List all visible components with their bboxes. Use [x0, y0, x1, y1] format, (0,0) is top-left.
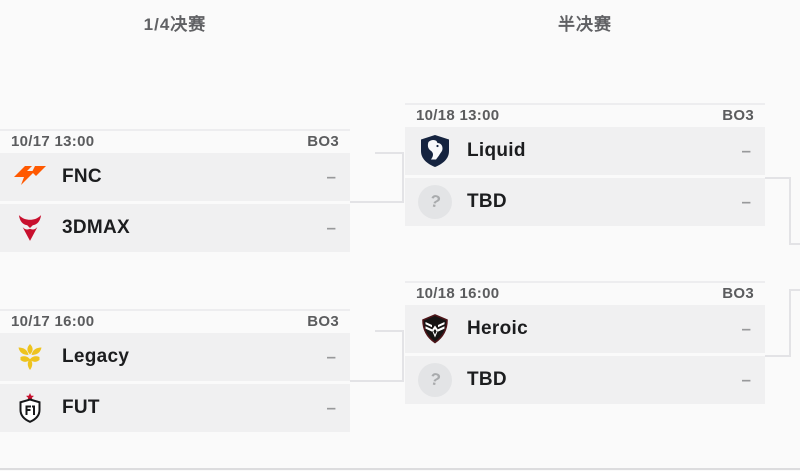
team-score: –	[326, 167, 336, 186]
match-header: 10/18 16:00 BO3	[405, 281, 765, 303]
team-name: 3DMAX	[62, 217, 131, 238]
team-score: –	[741, 141, 751, 160]
match-header: 10/17 13:00 BO3	[0, 129, 350, 151]
bracket-connector	[789, 289, 791, 357]
bracket-connector	[375, 152, 404, 154]
team-name: Liquid	[467, 140, 526, 161]
bracket-connector	[789, 177, 791, 245]
team-name: TBD	[467, 369, 507, 390]
team-row-fut[interactable]: FUT –	[0, 384, 350, 432]
team-name: Legacy	[62, 346, 130, 367]
match-format: BO3	[722, 284, 754, 302]
team-score: –	[741, 319, 751, 338]
match-header: 10/18 13:00 BO3	[405, 103, 765, 125]
bracket-connector	[375, 330, 404, 332]
bracket-connector	[789, 289, 800, 291]
bracket-connector	[789, 243, 800, 245]
team-row-fnc[interactable]: FNC –	[0, 153, 350, 201]
team-row-legacy[interactable]: Legacy –	[0, 333, 350, 381]
3dmax-logo	[12, 210, 48, 246]
match-datetime: 10/18 13:00	[416, 106, 500, 124]
match-quarterfinal-1: 10/17 13:00 BO3 FNC – 3DMAX –	[0, 129, 350, 252]
match-header: 10/17 16:00 BO3	[0, 309, 350, 331]
team-row-liquid[interactable]: Liquid –	[405, 127, 765, 175]
team-score: –	[326, 398, 336, 417]
team-score: –	[326, 218, 336, 237]
tbd-placeholder-icon: ?	[417, 362, 453, 398]
page-bottom-divider	[0, 468, 800, 470]
match-format: BO3	[307, 312, 339, 330]
team-row-tbd[interactable]: ? TBD –	[405, 356, 765, 404]
bracket-connector	[765, 177, 791, 179]
fnatic-logo	[12, 159, 48, 195]
bracket-connector	[350, 201, 403, 203]
bracket-connector	[402, 330, 404, 382]
team-name: FUT	[62, 397, 100, 418]
team-score: –	[741, 370, 751, 389]
liquid-logo	[417, 133, 453, 169]
team-name: Heroic	[467, 318, 528, 339]
team-score: –	[741, 192, 751, 211]
column-title-semifinals: 半决赛	[558, 15, 612, 34]
team-name: FNC	[62, 166, 102, 187]
match-datetime: 10/17 16:00	[11, 312, 95, 330]
column-title-quarterfinals: 1/4决赛	[143, 15, 207, 34]
bracket-connector	[350, 380, 403, 382]
team-row-3dmax[interactable]: 3DMAX –	[0, 204, 350, 252]
heroic-logo	[417, 311, 453, 347]
legacy-logo	[12, 339, 48, 375]
fut-logo	[12, 390, 48, 426]
match-datetime: 10/17 13:00	[11, 132, 95, 150]
match-semifinal-2: 10/18 16:00 BO3 Heroic – ? TBD –	[405, 281, 765, 404]
team-name: TBD	[467, 191, 507, 212]
match-format: BO3	[307, 132, 339, 150]
bracket-connector	[402, 152, 404, 203]
bracket-connector	[765, 355, 791, 357]
match-semifinal-1: 10/18 13:00 BO3 Liquid – ? TBD –	[405, 103, 765, 226]
team-row-heroic[interactable]: Heroic –	[405, 305, 765, 353]
team-score: –	[326, 347, 336, 366]
match-quarterfinal-2: 10/17 16:00 BO3 Legacy –	[0, 309, 350, 432]
match-datetime: 10/18 16:00	[416, 284, 500, 302]
tbd-placeholder-icon: ?	[417, 184, 453, 220]
team-row-tbd[interactable]: ? TBD –	[405, 178, 765, 226]
match-format: BO3	[722, 106, 754, 124]
